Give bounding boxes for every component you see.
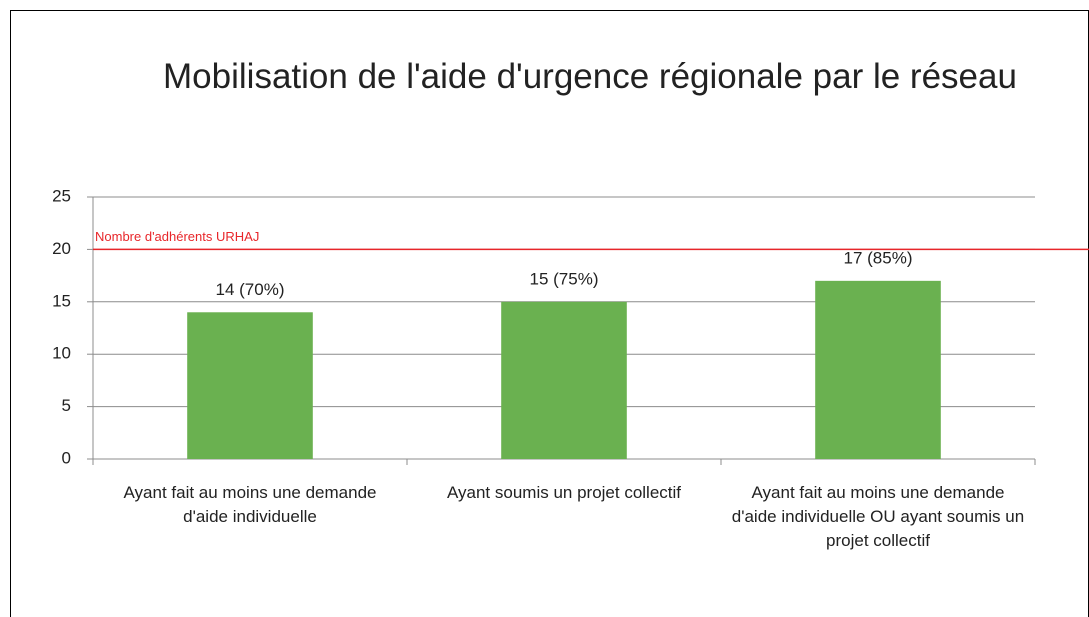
x-tick-label: Ayant fait au moins une demande d'aide i… bbox=[731, 483, 1025, 550]
data-label: 17 (85%) bbox=[844, 248, 913, 267]
bar bbox=[501, 301, 627, 459]
y-tick-label: 10 bbox=[52, 344, 71, 363]
y-tick-label: 5 bbox=[62, 396, 71, 415]
x-tick-label: Ayant fait au moins une demande d'aide i… bbox=[123, 483, 377, 526]
x-tick-label: Ayant soumis un projet collectif bbox=[446, 483, 682, 502]
bar bbox=[815, 280, 941, 459]
reference-label: Nombre d'adhérents URHAJ bbox=[95, 229, 259, 244]
y-tick-label: 15 bbox=[52, 291, 71, 310]
y-tick-label: 0 bbox=[62, 448, 71, 467]
data-label: 15 (75%) bbox=[530, 269, 599, 288]
data-label: 14 (70%) bbox=[216, 280, 285, 299]
bar bbox=[187, 312, 313, 459]
y-tick-label: 20 bbox=[52, 239, 71, 258]
y-tick-label: 25 bbox=[52, 186, 71, 205]
chart-title: Mobilisation de l'aide d'urgence régiona… bbox=[163, 57, 1017, 96]
